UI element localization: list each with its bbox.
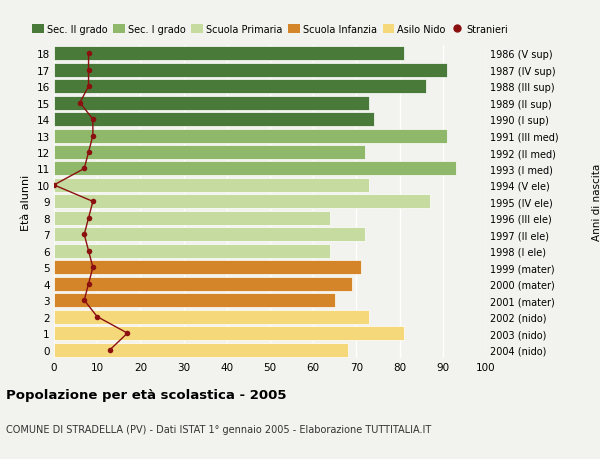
Bar xyxy=(54,212,331,225)
Bar xyxy=(54,96,370,110)
Point xyxy=(79,165,89,173)
Text: Anni di nascita: Anni di nascita xyxy=(592,163,600,241)
Point xyxy=(84,149,94,157)
Bar xyxy=(54,179,370,192)
Point xyxy=(79,231,89,239)
Bar xyxy=(54,326,404,341)
Text: Popolazione per età scolastica - 2005: Popolazione per età scolastica - 2005 xyxy=(6,388,287,401)
Bar xyxy=(54,113,374,127)
Point xyxy=(84,247,94,255)
Bar xyxy=(54,261,361,274)
Y-axis label: Età alunni: Età alunni xyxy=(21,174,31,230)
Point xyxy=(79,297,89,304)
Point xyxy=(88,133,98,140)
Bar xyxy=(54,195,430,209)
Bar xyxy=(54,63,447,78)
Bar xyxy=(54,162,456,176)
Bar xyxy=(54,228,365,242)
Bar xyxy=(54,244,331,258)
Point xyxy=(122,330,132,337)
Point xyxy=(106,346,115,353)
Point xyxy=(84,50,94,58)
Text: COMUNE DI STRADELLA (PV) - Dati ISTAT 1° gennaio 2005 - Elaborazione TUTTITALIA.: COMUNE DI STRADELLA (PV) - Dati ISTAT 1°… xyxy=(6,425,431,435)
Bar xyxy=(54,146,365,160)
Bar xyxy=(54,277,352,291)
Bar xyxy=(54,343,348,357)
Point xyxy=(88,116,98,123)
Point xyxy=(84,280,94,288)
Point xyxy=(49,182,59,189)
Bar xyxy=(54,47,404,61)
Point xyxy=(84,83,94,90)
Point xyxy=(84,215,94,222)
Point xyxy=(88,198,98,206)
Bar xyxy=(54,310,370,324)
Point xyxy=(92,313,102,321)
Point xyxy=(88,264,98,271)
Point xyxy=(75,100,85,107)
Bar xyxy=(54,294,335,308)
Legend: Sec. II grado, Sec. I grado, Scuola Primaria, Scuola Infanzia, Asilo Nido, Stran: Sec. II grado, Sec. I grado, Scuola Prim… xyxy=(32,25,508,35)
Point xyxy=(84,67,94,74)
Bar xyxy=(54,129,447,143)
Bar xyxy=(54,80,425,94)
